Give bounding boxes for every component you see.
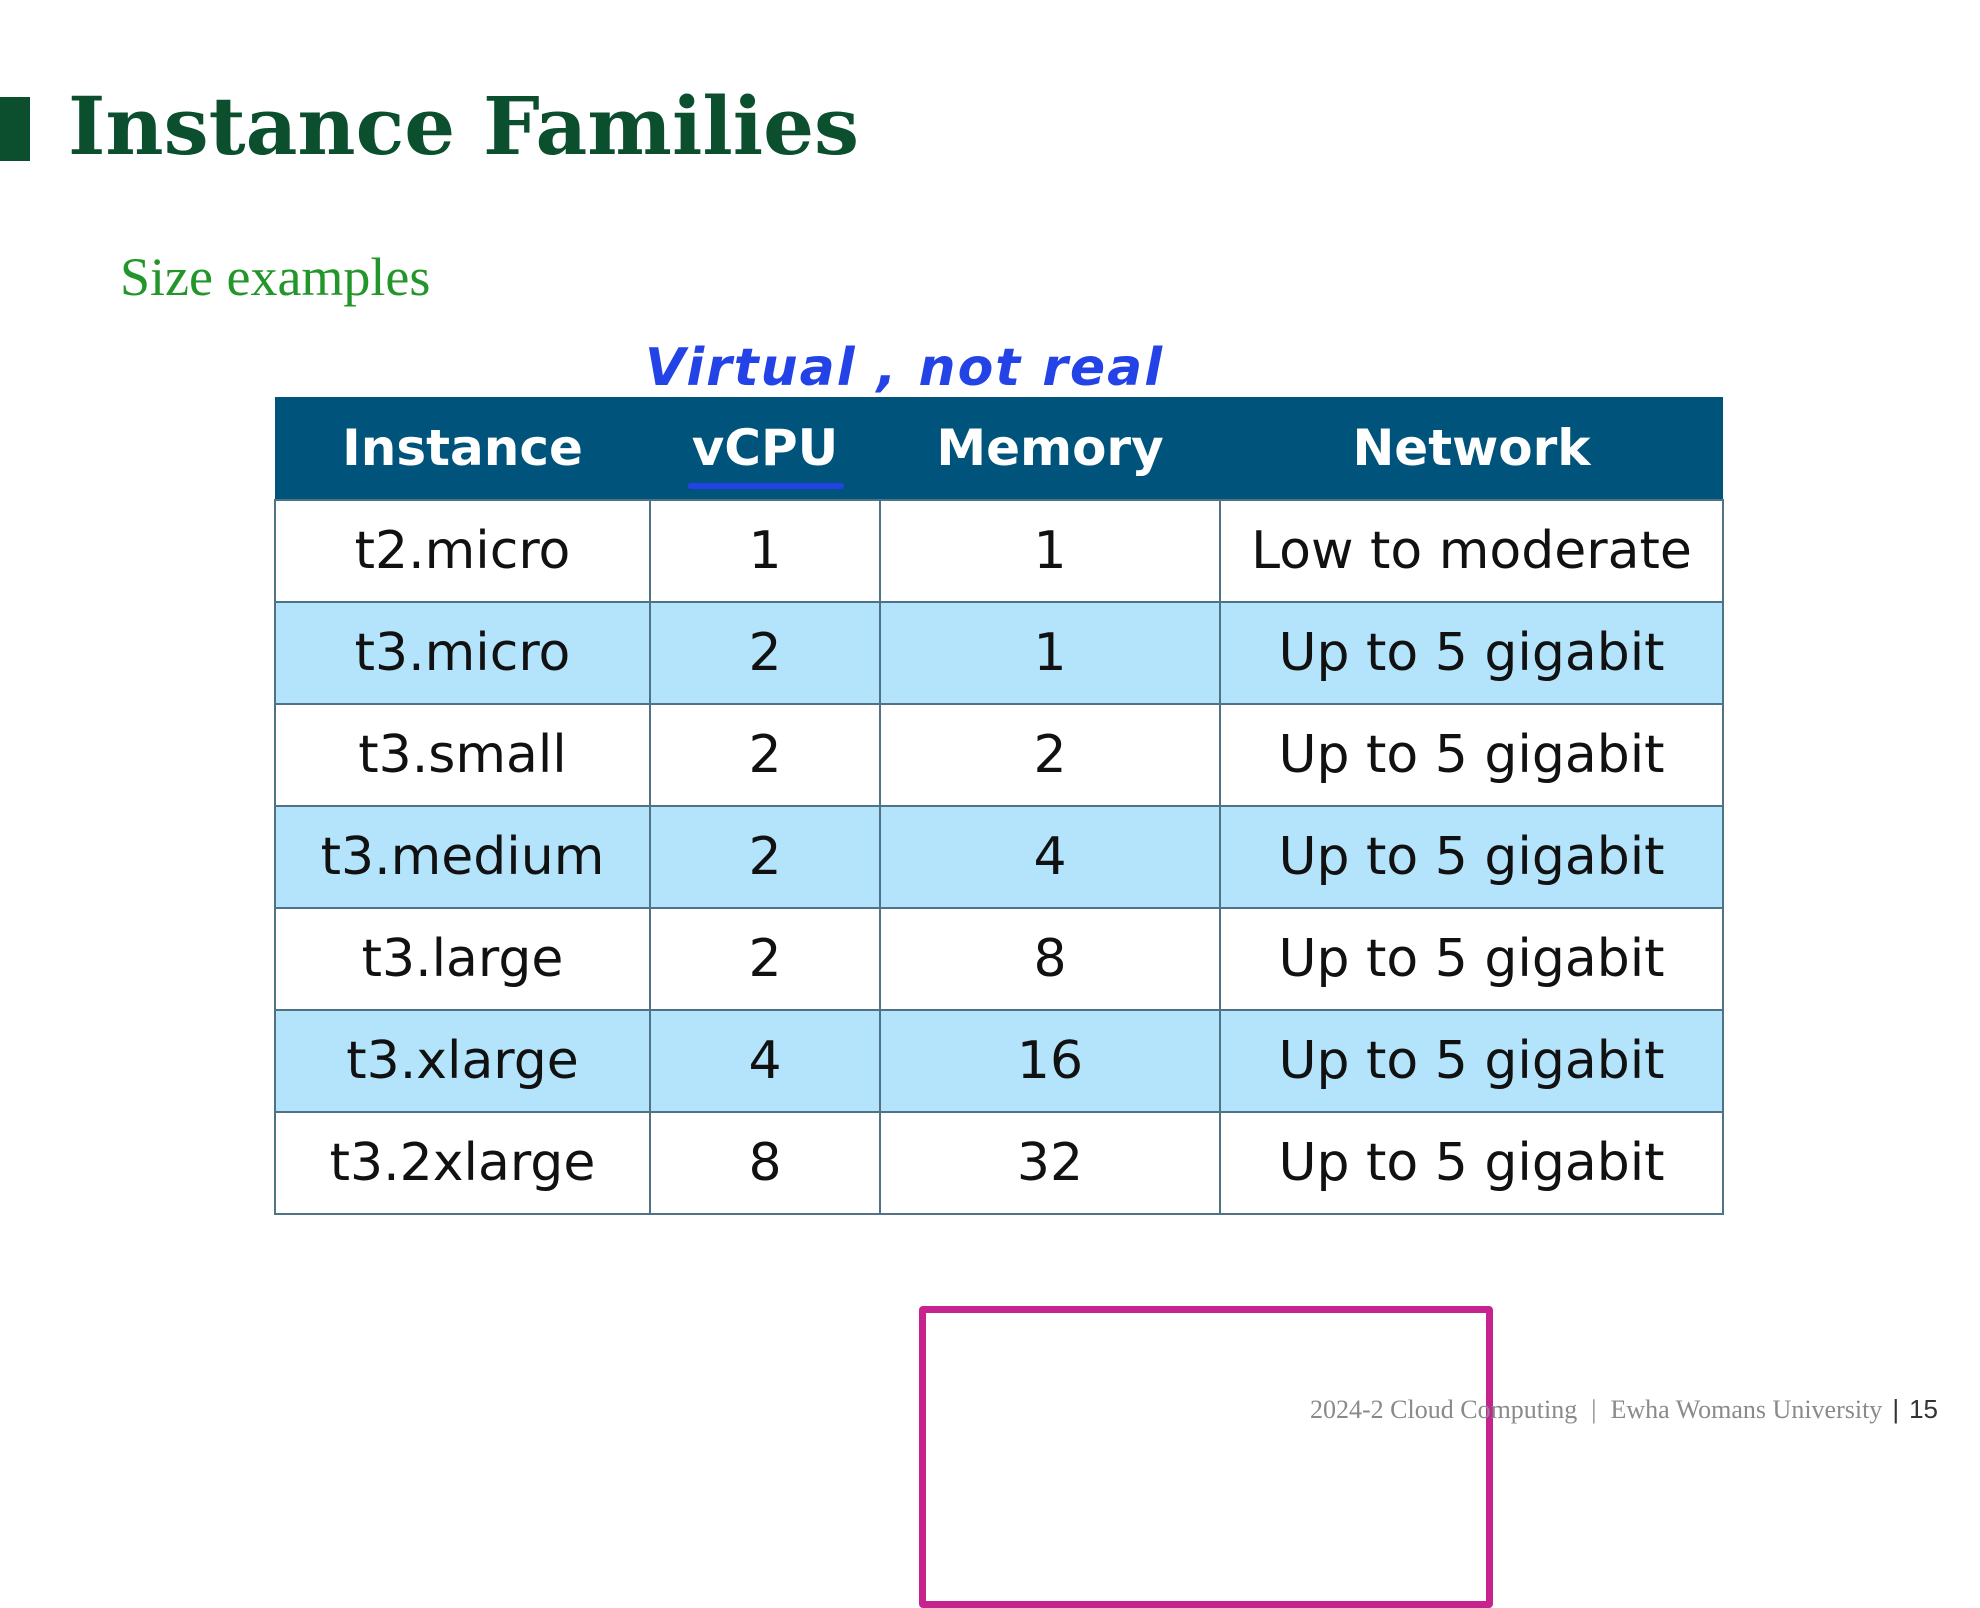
vcpu-memory-highlight-box — [919, 1306, 1493, 1608]
cell-network: Up to 5 gigabit — [1219, 601, 1724, 705]
footer-university: Ewha Womans University — [1610, 1395, 1883, 1424]
table-header-row: Instance vCPU Memory Network — [275, 397, 1723, 500]
cell-vcpu: 2 — [649, 601, 881, 705]
title-accent-bar — [0, 97, 30, 161]
table-row: t3.2xlarge 8 32 Up to 5 gigabit — [274, 1111, 1724, 1215]
footer-course: 2024-2 Cloud Computing — [1310, 1395, 1578, 1424]
header-instance: Instance — [275, 397, 650, 500]
cell-network: Up to 5 gigabit — [1219, 1009, 1724, 1113]
cell-memory: 1 — [879, 499, 1221, 603]
table-row: t3.xlarge 4 16 Up to 5 gigabit — [274, 1009, 1724, 1113]
header-network: Network — [1220, 397, 1723, 500]
cell-vcpu: 2 — [649, 703, 881, 807]
cell-memory: 8 — [879, 907, 1221, 1011]
handwritten-annotation: Virtual , not real — [645, 338, 1165, 398]
cell-memory: 2 — [879, 703, 1221, 807]
table-row: t2.micro 1 1 Low to moderate — [274, 499, 1724, 603]
cell-vcpu: 2 — [649, 907, 881, 1011]
table-row: t3.medium 2 4 Up to 5 gigabit — [274, 805, 1724, 909]
header-vcpu: vCPU — [650, 397, 880, 500]
instance-size-table: Instance vCPU Memory Network t2.micro 1 … — [274, 397, 1724, 1608]
header-memory: Memory — [880, 397, 1220, 500]
cell-memory: 32 — [879, 1111, 1221, 1215]
table-row: t3.small 2 2 Up to 5 gigabit — [274, 703, 1724, 807]
footer-page-prefix: | — [1892, 1394, 1900, 1424]
cell-instance: t3.micro — [274, 601, 651, 705]
cell-instance: t3.xlarge — [274, 1009, 651, 1113]
cell-memory: 1 — [879, 601, 1221, 705]
cell-network: Up to 5 gigabit — [1219, 907, 1724, 1011]
cell-network: Up to 5 gigabit — [1219, 805, 1724, 909]
cell-instance: t3.small — [274, 703, 651, 807]
header-vcpu-label: vCPU — [687, 419, 844, 489]
cell-memory: 16 — [879, 1009, 1221, 1113]
cell-vcpu: 1 — [649, 499, 881, 603]
cell-instance: t2.micro — [274, 499, 651, 603]
cell-vcpu: 2 — [649, 805, 881, 909]
table-row: t3.large 2 8 Up to 5 gigabit — [274, 907, 1724, 1011]
page-title: Instance Families — [68, 79, 860, 173]
footer-separator: | — [1591, 1395, 1597, 1424]
cell-memory: 4 — [879, 805, 1221, 909]
slide-footer: 2024-2 Cloud Computing | Ewha Womans Unive… — [1310, 1394, 1938, 1425]
cell-network: Up to 5 gigabit — [1219, 703, 1724, 807]
cell-vcpu: 8 — [649, 1111, 881, 1215]
cell-instance: t3.2xlarge — [274, 1111, 651, 1215]
page-number: 15 — [1909, 1394, 1938, 1424]
cell-network: Up to 5 gigabit — [1219, 1111, 1724, 1215]
cell-network: Low to moderate — [1219, 499, 1724, 603]
cell-instance: t3.large — [274, 907, 651, 1011]
table-row: t3.micro 2 1 Up to 5 gigabit — [274, 601, 1724, 705]
section-subtitle: Size examples — [120, 247, 431, 307]
cell-instance: t3.medium — [274, 805, 651, 909]
cell-vcpu: 4 — [649, 1009, 881, 1113]
